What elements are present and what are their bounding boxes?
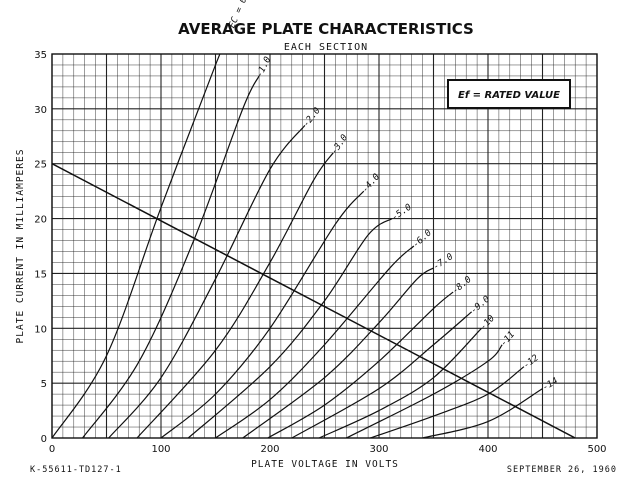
curve-label: -3.0 [330, 133, 351, 156]
curve-label: -7.0 [432, 252, 456, 272]
plot-frame [51, 53, 598, 439]
axis-ticks: 0 100 200 300 400 500 0 5 10 15 20 25 30 35 [34, 50, 606, 455]
load-line [52, 163, 576, 438]
plate-curve-2 [108, 124, 306, 438]
y-tick-label: 25 [34, 160, 47, 171]
rated-value-annotation: Ef = RATED VALUE [447, 79, 571, 109]
curve-label: -9.0 [469, 294, 492, 316]
annotation-box [447, 79, 571, 109]
chart-title: AVERAGE PLATE CHARACTERISTICS [178, 20, 474, 38]
plot-grid [51, 53, 598, 439]
y-tick-label: 20 [34, 215, 47, 226]
plate-curve-4 [160, 190, 365, 438]
plate-curves [52, 54, 576, 438]
x-tick-label: 500 [587, 444, 606, 455]
plate-curve-10 [318, 327, 482, 438]
curve-label: -2.0 [301, 106, 322, 129]
x-axis-label: PLATE VOLTAGE IN VOLTS [251, 459, 399, 470]
x-tick-label: 200 [260, 444, 279, 455]
curve-label: -12 [522, 353, 541, 371]
x-tick-label: 400 [478, 444, 497, 455]
plate-curve-1 [82, 75, 260, 438]
y-axis-label: PLATE CURRENT IN MILLIAMPERES [15, 149, 26, 344]
x-tick-label: 100 [151, 444, 170, 455]
curve-label: -5.0 [390, 203, 414, 224]
plate-curve-12 [370, 366, 525, 438]
chart-subtitle: EACH SECTION [284, 42, 368, 53]
plate-curve-6 [215, 245, 415, 438]
plate-curve-0 [52, 54, 221, 438]
footer-date: SEPTEMBER 26, 1960 [507, 465, 617, 475]
plate-curve-5 [187, 218, 393, 438]
plate-curve-8 [267, 291, 454, 438]
plate-curve-11 [346, 344, 503, 438]
curve-label: -10 [478, 314, 497, 333]
curve-label: -14 [541, 376, 560, 393]
annotation-text: Ef = RATED VALUE [458, 90, 560, 101]
y-tick-label: 30 [34, 105, 47, 116]
y-tick-label: 0 [41, 434, 47, 445]
curve-label: -1.0 [255, 55, 274, 79]
plate-curve-7 [242, 267, 434, 438]
y-tick-label: 15 [34, 269, 47, 280]
y-tick-label: 35 [34, 50, 47, 61]
plate-curve-13 [422, 388, 543, 438]
footer-code: K-55611-TD127-1 [30, 465, 122, 475]
x-tick-label: 300 [369, 444, 388, 455]
plate-curve-3 [136, 152, 334, 438]
curve-label: -8.0 [451, 275, 474, 297]
x-tick-label: 0 [49, 444, 55, 455]
y-tick-label: 5 [41, 379, 47, 390]
y-tick-label: 10 [34, 324, 47, 335]
plate-curve-9 [291, 311, 473, 438]
